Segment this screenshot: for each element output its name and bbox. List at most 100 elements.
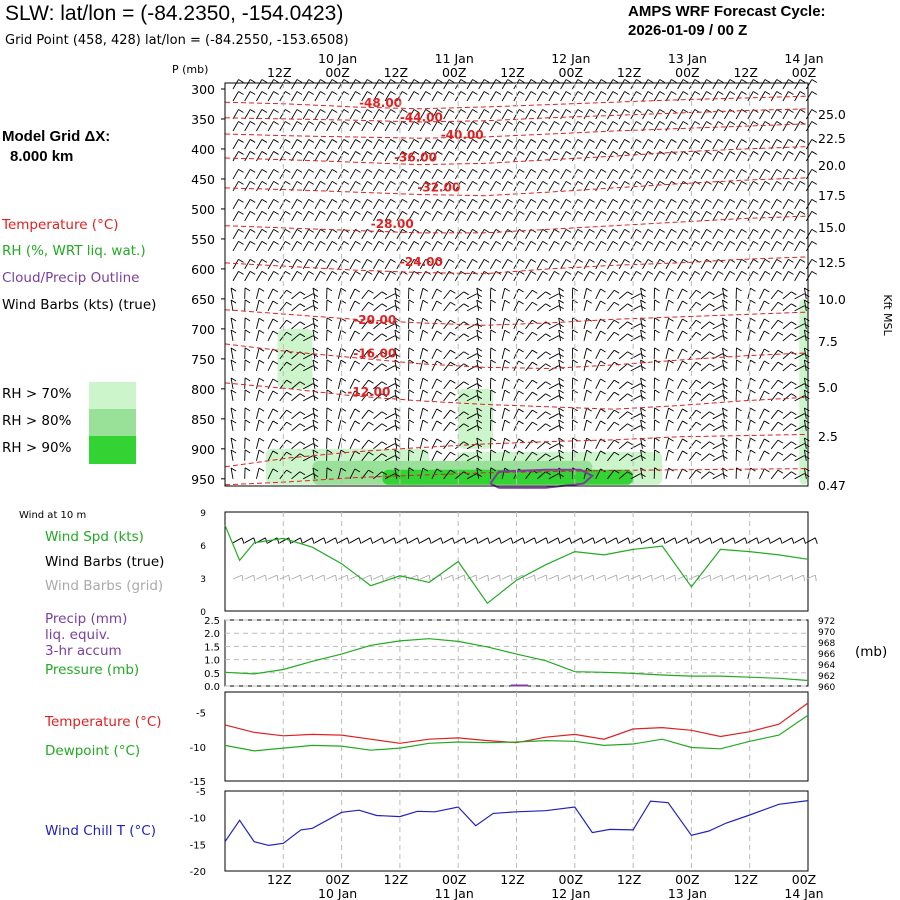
wind-barb bbox=[747, 378, 751, 389]
wind-barb-flag bbox=[613, 349, 620, 354]
wind-barb bbox=[361, 79, 368, 90]
barb-true-flag bbox=[686, 537, 690, 544]
wind-barb bbox=[794, 335, 805, 342]
legend-rh70-label: RH > 70% bbox=[2, 386, 72, 402]
wind-barb bbox=[642, 169, 649, 180]
wind-barb-flag bbox=[340, 359, 347, 364]
wind-barb bbox=[384, 91, 391, 102]
barb-grid-flag bbox=[686, 575, 689, 582]
wind-barb-flag bbox=[753, 181, 759, 185]
wind-barb bbox=[770, 211, 778, 222]
barb-true bbox=[595, 537, 605, 544]
wind-barb-flag bbox=[589, 181, 595, 185]
barb-grid bbox=[256, 574, 266, 580]
barb-grid-flag bbox=[405, 575, 408, 582]
wind-barb-flag bbox=[694, 121, 701, 125]
wind-barb-flag bbox=[791, 333, 797, 338]
wind-barb-flag bbox=[647, 109, 654, 113]
wind-barb-flag bbox=[600, 169, 607, 173]
wind-barb bbox=[455, 291, 465, 300]
wind-barb bbox=[384, 383, 396, 390]
wind-barb-flag bbox=[425, 139, 431, 143]
wind-barb-flag bbox=[390, 151, 396, 155]
wind-barb bbox=[419, 109, 427, 120]
barb-true-flag bbox=[370, 537, 374, 544]
wind-barb-flag bbox=[545, 333, 551, 338]
wind-barb-flag bbox=[450, 319, 456, 324]
wind-barb bbox=[419, 211, 427, 222]
wind-barb bbox=[607, 391, 615, 402]
wind-barb bbox=[490, 211, 497, 222]
wind-barb bbox=[770, 319, 779, 330]
wind-barb bbox=[677, 169, 684, 180]
wind-barb-flag bbox=[627, 321, 633, 326]
windchill-line bbox=[224, 800, 809, 847]
wind-barb bbox=[490, 199, 497, 210]
wind-barb bbox=[759, 420, 765, 432]
wind-barb bbox=[232, 259, 239, 270]
wind-barb bbox=[431, 139, 438, 150]
wind-barb-flag bbox=[811, 199, 818, 203]
wind-barb bbox=[782, 321, 792, 330]
height-axis-title: Kft MSL bbox=[881, 294, 894, 336]
wind-barb-flag bbox=[804, 377, 810, 382]
wind-barb bbox=[443, 229, 450, 240]
wind-barb bbox=[747, 271, 754, 282]
wind-barb-flag bbox=[326, 407, 333, 412]
barb-grid bbox=[513, 574, 523, 580]
wind-barb bbox=[607, 211, 614, 222]
wind-barb-flag bbox=[545, 381, 551, 386]
wind-barb-flag bbox=[249, 91, 256, 95]
wind-barb bbox=[443, 319, 451, 330]
wind-barb bbox=[618, 291, 628, 300]
wind-barb-flag bbox=[558, 389, 564, 394]
barb-true bbox=[607, 537, 617, 544]
wind-barb-flag bbox=[600, 390, 606, 395]
wind-barb-flag bbox=[483, 91, 490, 95]
wind-barb-flag bbox=[613, 391, 620, 396]
wind-barb-flag bbox=[799, 109, 806, 113]
wind-barb-flag bbox=[647, 181, 654, 185]
wind-barb bbox=[759, 408, 765, 420]
wind-barb bbox=[501, 181, 508, 192]
wind-barb bbox=[595, 121, 602, 132]
wind-barb-flag bbox=[668, 359, 674, 364]
wind-barb bbox=[607, 331, 615, 342]
wind-barb-flag bbox=[394, 449, 401, 454]
wind-barb-flag bbox=[425, 91, 431, 95]
wind-barb-flag bbox=[659, 211, 665, 215]
wind-barb-flag bbox=[647, 199, 654, 203]
wind-barb bbox=[431, 241, 438, 252]
wind-barb bbox=[782, 381, 792, 390]
wind-barb-flag bbox=[695, 319, 702, 324]
wind-barb-flag bbox=[518, 288, 524, 293]
wind-barb bbox=[782, 211, 789, 222]
legend-precip-accum: 3-hr accum bbox=[45, 643, 122, 659]
wind-barb bbox=[279, 91, 286, 102]
wind-barb bbox=[700, 169, 707, 180]
wind-barb bbox=[700, 151, 707, 162]
wind-barb-flag bbox=[408, 317, 415, 322]
wind-barb bbox=[548, 79, 555, 90]
wind-barb-flag bbox=[436, 450, 442, 455]
wind-barb-flag bbox=[258, 467, 265, 472]
wind-barb-flag bbox=[788, 139, 794, 143]
barb-grid-flag bbox=[300, 575, 302, 582]
wind-barb-flag bbox=[425, 258, 431, 263]
wind-barb-flag bbox=[320, 258, 326, 263]
wind-barb bbox=[501, 199, 508, 210]
wind-barb-flag bbox=[425, 241, 431, 245]
wind-barb-flag bbox=[285, 109, 291, 113]
wind-barb-flag bbox=[777, 391, 784, 396]
wind-barb bbox=[677, 109, 684, 120]
wind-barb-flag bbox=[326, 419, 333, 424]
wind-barb-flag bbox=[312, 347, 319, 352]
wind-barb bbox=[525, 451, 533, 462]
wind-barb bbox=[501, 468, 506, 479]
wind-barb bbox=[361, 151, 368, 162]
wind-barb-flag bbox=[354, 420, 361, 425]
wind-barb-flag bbox=[600, 330, 606, 335]
wind-barb bbox=[302, 425, 314, 432]
wind-barb-flag bbox=[736, 287, 742, 292]
wind-barb bbox=[431, 330, 438, 342]
